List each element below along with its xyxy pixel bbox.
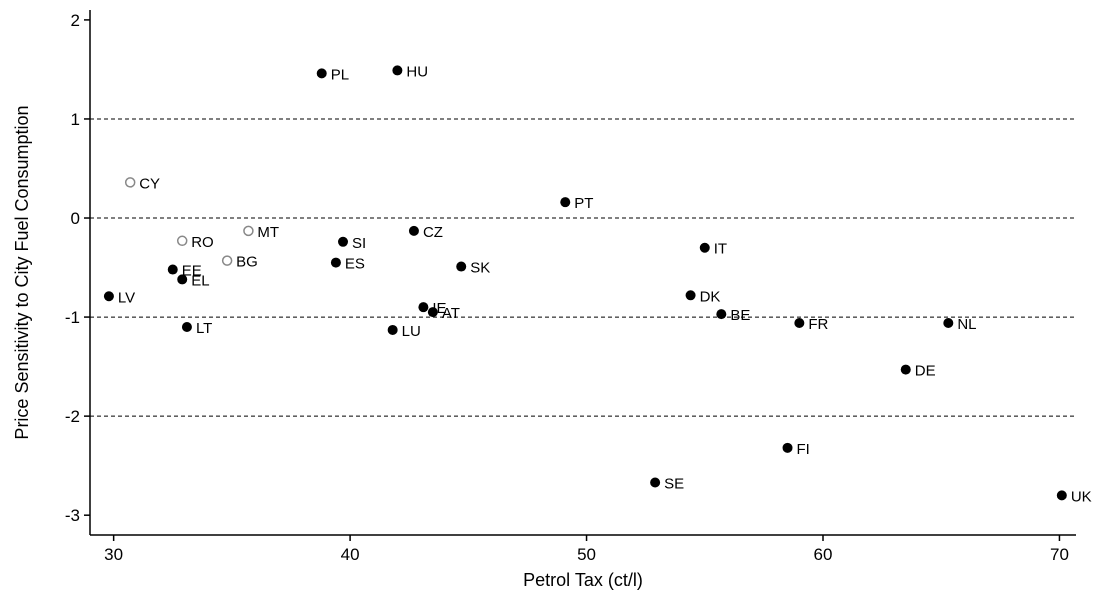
point-fr — [794, 318, 805, 329]
x-axis-title: Petrol Tax (ct/l) — [523, 570, 643, 590]
point-lv — [103, 291, 114, 302]
point-cz — [408, 225, 419, 236]
point-label-fr: FR — [808, 316, 828, 333]
point-label-pl: PL — [331, 66, 349, 83]
point-label-cz: CZ — [423, 224, 443, 241]
point-label-ro: RO — [191, 234, 214, 251]
y-tick-label: -2 — [65, 407, 80, 426]
x-tick-label: 70 — [1050, 545, 1069, 564]
point-bg — [221, 255, 233, 266]
point-label-se: SE — [664, 476, 684, 493]
point-label-sk: SK — [470, 260, 490, 277]
point-label-el: EL — [191, 272, 209, 289]
point-ee — [167, 264, 178, 275]
point-label-cy: CY — [139, 175, 160, 192]
point-label-lt: LT — [196, 320, 212, 337]
point-lt — [181, 321, 192, 332]
point-label-es: ES — [345, 256, 365, 273]
point-si — [338, 236, 349, 247]
y-tick-label: 1 — [71, 110, 80, 129]
point-label-nl: NL — [957, 316, 976, 333]
point-label-mt: MT — [257, 224, 279, 241]
point-label-si: SI — [352, 235, 366, 252]
point-label-uk: UK — [1071, 488, 1092, 505]
point-label-de: DE — [915, 363, 936, 380]
point-be — [716, 309, 727, 320]
point-it — [699, 242, 710, 253]
x-tick-label: 30 — [104, 545, 123, 564]
point-pl — [316, 68, 327, 79]
y-tick-label: -1 — [65, 308, 80, 327]
point-cy — [124, 177, 136, 188]
point-lu — [387, 324, 398, 335]
y-tick-label: 2 — [71, 11, 80, 30]
axes — [84, 10, 1076, 541]
point-label-lu: LU — [402, 323, 421, 340]
x-tick-label: 60 — [814, 545, 833, 564]
point-label-fi: FI — [797, 441, 810, 458]
y-axis-title: Price Sensitivity to City Fuel Consumpti… — [12, 105, 32, 439]
point-label-lv: LV — [118, 289, 135, 306]
point-fi — [782, 442, 793, 453]
point-label-at: AT — [442, 305, 460, 322]
point-nl — [943, 318, 954, 329]
point-sk — [456, 261, 467, 272]
point-el — [177, 274, 188, 285]
point-ie — [418, 302, 429, 313]
point-se — [650, 477, 661, 488]
y-tick-label: 0 — [71, 209, 80, 228]
point-label-pt: PT — [574, 195, 593, 212]
point-label-ee: EE — [182, 263, 202, 280]
point-pt — [560, 197, 571, 208]
point-dk — [685, 290, 696, 301]
point-mt — [243, 225, 254, 237]
point-label-be: BE — [730, 307, 750, 324]
point-label-dk: DK — [700, 288, 721, 305]
point-at — [427, 307, 438, 318]
point-de — [900, 364, 911, 375]
x-tick-label: 50 — [577, 545, 596, 564]
point-label-hu: HU — [406, 63, 428, 80]
point-label-it: IT — [714, 241, 727, 258]
point-uk — [1056, 490, 1067, 501]
point-ro — [176, 235, 188, 247]
y-tick-label: -3 — [65, 506, 80, 525]
point-hu — [392, 65, 403, 76]
point-es — [330, 257, 341, 268]
grid-lines — [90, 118, 1076, 417]
point-label-bg: BG — [236, 254, 258, 271]
tick-labels: -3 -2 -1 0 1 2 30 40 50 60 70 — [65, 11, 1069, 564]
x-tick-label: 40 — [341, 545, 360, 564]
